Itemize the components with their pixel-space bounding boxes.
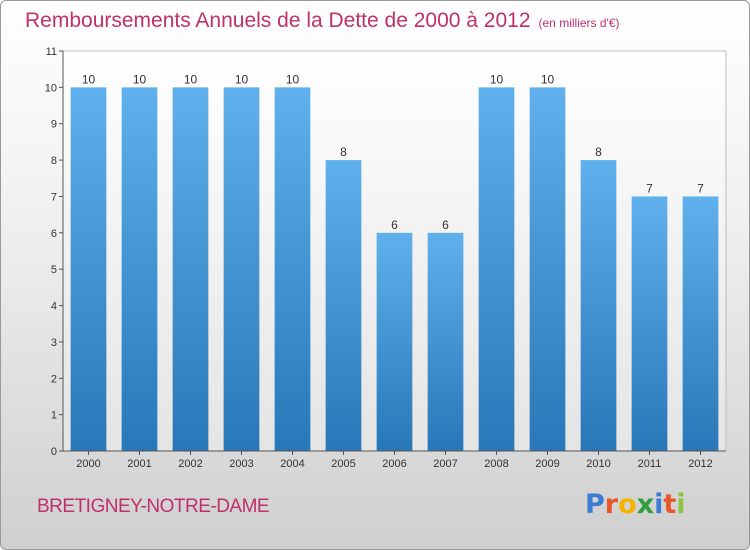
x-tick-label: 2004 [280, 458, 304, 470]
bar-value-label: 10 [286, 72, 300, 86]
chart-title-text: Remboursements Annuels de la Dette de 20… [25, 9, 531, 32]
bar [580, 160, 617, 451]
logo-letter: i [654, 489, 664, 520]
bar-value-label: 10 [82, 72, 96, 86]
bar-value-label: 10 [184, 72, 198, 86]
y-tick-label: 5 [51, 264, 57, 276]
x-tick-label: 2009 [535, 458, 559, 470]
y-tick-label: 10 [45, 82, 57, 94]
y-tick-label: 0 [51, 446, 57, 458]
y-axis: 0 1 2 3 4 5 6 7 8 9 10 11 [45, 46, 64, 458]
commune-name: BRETIGNEY-NOTRE-DAME [37, 496, 270, 517]
bar [682, 196, 719, 451]
proxiti-logo: Proxiti [585, 489, 686, 520]
bar [376, 232, 413, 451]
x-tick-label: 2002 [178, 458, 202, 470]
x-tick-label: 2001 [127, 458, 151, 470]
bar [631, 196, 668, 451]
bar-value-label: 10 [235, 72, 249, 86]
bar [325, 160, 362, 451]
x-tick-label: 2006 [382, 458, 406, 470]
logo-letter: P [585, 489, 605, 520]
y-tick-label: 1 [51, 410, 57, 422]
logo-letter: r [604, 489, 619, 520]
logo-letter: o [618, 489, 637, 520]
chart-subtitle: (en milliers d'€) [538, 16, 620, 30]
bar-value-label: 8 [595, 145, 602, 159]
chart-title: Remboursements Annuels de la Dette de 20… [25, 9, 620, 33]
y-tick-label: 4 [51, 301, 57, 313]
y-tick-label: 7 [51, 191, 57, 203]
x-tick-label: 2000 [76, 458, 100, 470]
bar [172, 87, 209, 451]
bar-value-label: 10 [133, 72, 147, 86]
x-tick-label: 2012 [688, 458, 712, 470]
x-tick-label: 2010 [586, 458, 610, 470]
y-tick-label: 8 [51, 155, 57, 167]
bar-value-label: 6 [442, 218, 449, 232]
bar [274, 87, 311, 451]
logo-letter: t [663, 489, 677, 520]
bar-value-label: 10 [490, 72, 504, 86]
bar [529, 87, 566, 451]
bar-value-label: 10 [541, 72, 555, 86]
y-tick-label: 9 [51, 119, 57, 131]
x-axis: 2000 2001 2002 2003 2004 2005 2006 2007 2008 2009… [63, 450, 726, 470]
x-tick-label: 2007 [433, 458, 457, 470]
x-tick-label: 2008 [484, 458, 508, 470]
bar-value-label: 8 [340, 145, 347, 159]
x-tick-label: 2011 [638, 458, 662, 470]
x-tick-label: 2003 [229, 458, 253, 470]
y-tick-label: 11 [46, 46, 57, 58]
bar [121, 87, 158, 451]
bars: 10 10 10 10 10 8 6 6 10 10 8 7 7 [70, 72, 719, 451]
y-tick-label: 2 [51, 373, 57, 385]
logo-letter: x [636, 489, 655, 520]
bar [427, 232, 464, 451]
bar [70, 87, 107, 451]
bar-value-label: 7 [697, 181, 704, 195]
x-tick-label: 2005 [331, 458, 355, 470]
y-tick-label: 3 [51, 337, 57, 349]
bar-value-label: 7 [646, 181, 653, 195]
bar [223, 87, 260, 451]
logo-letter: i [676, 489, 686, 520]
bar-value-label: 6 [391, 218, 398, 232]
bar [478, 87, 515, 451]
y-tick-label: 6 [51, 228, 57, 240]
